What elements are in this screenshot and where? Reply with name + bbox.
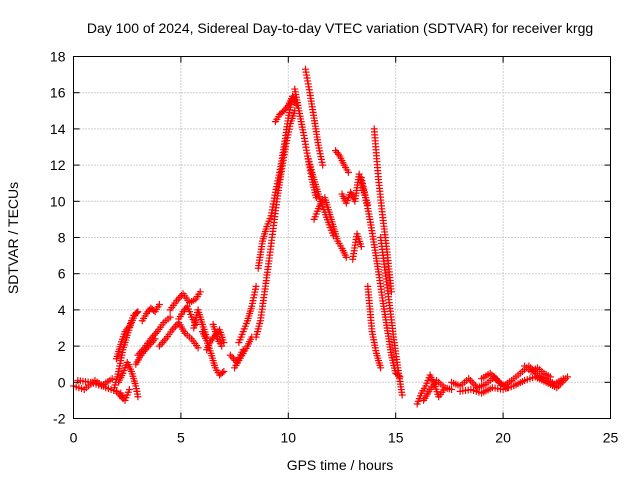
data-point [176,293,184,301]
data-point [252,282,260,290]
data-point [342,253,350,261]
data-point [344,168,352,176]
data-point [172,322,180,330]
data-point [230,355,238,363]
data-point [157,340,165,348]
data-point [218,369,226,377]
x-tick-label: 5 [177,430,185,446]
data-point [564,373,572,381]
data-point [220,338,228,346]
y-axis: -2 0 2 4 6 8 10 12 14 16 18 [50,49,611,427]
y-tick-label: 8 [58,230,66,246]
data-point [134,393,142,401]
y-tick-label: 18 [50,49,66,65]
data-point [319,195,327,203]
data-point [166,313,174,321]
y-tick-label: 10 [50,193,66,209]
y-tick-label: 4 [58,302,66,318]
data-point [160,337,168,345]
data-point [439,382,447,390]
y-tick-label: 14 [50,121,66,137]
data-point [133,308,141,316]
data-point [398,391,406,399]
x-tick-label: 15 [388,430,404,446]
x-tick-label: 0 [70,430,78,446]
data-point [159,338,167,346]
y-tick-label: 2 [58,338,66,354]
chart-title: Day 100 of 2024, Sidereal Day-to-day VTE… [87,20,593,36]
y-tick-label: 0 [58,374,66,390]
data-points [70,65,572,408]
data-point [155,342,163,350]
data-point [395,372,403,380]
x-tick-label: 10 [281,430,297,446]
x-tick-label: 20 [495,430,511,446]
y-axis-label: SDTVAR / TECUs [5,182,21,294]
data-point [226,351,234,359]
data-point [151,335,159,343]
data-point [239,346,247,354]
data-point [125,386,133,394]
data-point [130,311,138,319]
y-tick-label: 6 [58,266,66,282]
data-point [466,376,474,384]
y-tick-label: -2 [53,411,66,427]
data-point [468,378,476,386]
data-point [546,373,554,381]
data-point [134,308,142,316]
data-point [228,353,236,361]
x-axis-label: GPS time / hours [287,457,394,473]
data-point [196,288,204,296]
data-point [319,161,327,169]
x-axis: 0 5 10 15 20 25 [70,56,619,446]
data-point [194,344,202,352]
data-point [218,342,226,350]
data-point [220,367,228,375]
data-point [396,373,404,381]
data-point [357,243,365,251]
y-tick-label: 16 [50,85,66,101]
data-point [503,384,511,392]
data-point [170,324,178,332]
data-point [108,375,116,383]
data-point [377,364,385,372]
grid [73,56,611,419]
y-tick-label: 12 [50,157,66,173]
data-point [448,386,456,394]
x-tick-label: 25 [603,430,619,446]
data-point [155,300,163,308]
